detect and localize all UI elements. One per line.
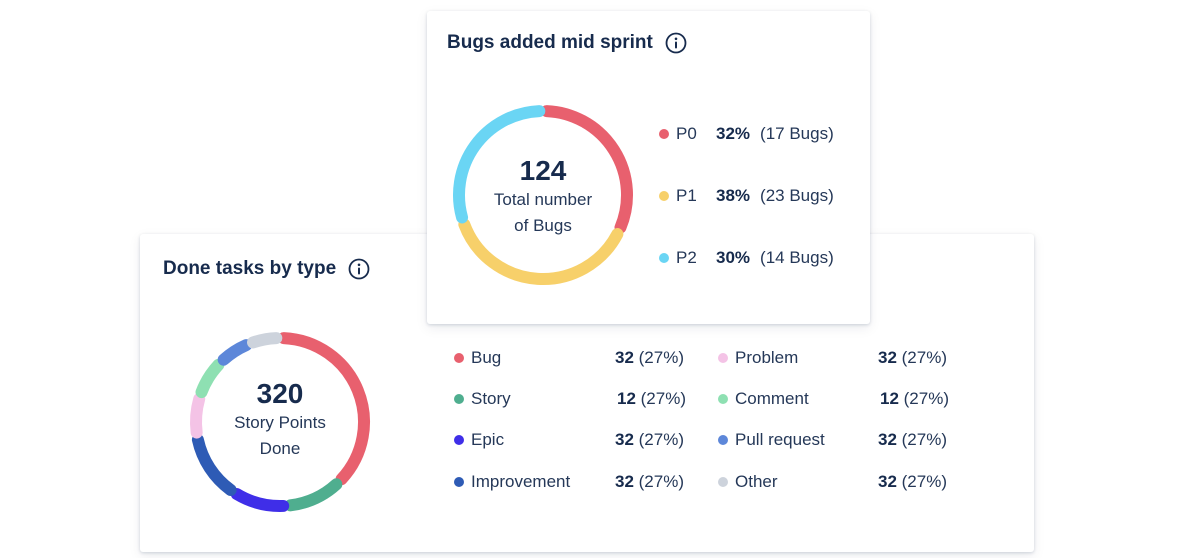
donut-bug-arc — [277, 332, 370, 486]
legend-dot — [718, 477, 728, 487]
legend-dot — [454, 435, 464, 445]
donut-pull-request-arc — [217, 339, 253, 366]
legend-dot — [454, 394, 464, 404]
legend-count: (23 Bugs) — [760, 186, 834, 205]
legend-count: (17 Bugs) — [760, 124, 834, 143]
legend-item-pull-request: Pull request — [718, 430, 825, 450]
legend-dot — [659, 129, 669, 139]
legend-label: P2 — [676, 248, 697, 267]
legend-item-bug: Bug — [454, 348, 501, 368]
legend-dot — [718, 353, 728, 363]
done-tasks-title: Done tasks by type — [163, 258, 337, 279]
story-points-total: 320 — [256, 378, 304, 409]
legend-value-pull-request: 32 (27%) — [878, 430, 947, 449]
legend-item-story: Story — [454, 389, 511, 409]
donut-story-arc — [284, 478, 343, 512]
legend-item-comment: Comment — [718, 389, 809, 409]
legend-value-story: 12 (27%) — [617, 389, 686, 408]
story-points-label-line1: Story Points — [234, 413, 326, 432]
legend-dot — [718, 435, 728, 445]
donut-p0-arc — [540, 105, 633, 234]
donut-p2-arc — [453, 105, 546, 224]
legend-value-comment: 12 (27%) — [880, 389, 949, 408]
legend-percent: 32% — [716, 124, 751, 143]
legend-dot — [659, 191, 669, 201]
legend-value-problem: 32 (27%) — [878, 348, 947, 367]
info-icon[interactable] — [348, 258, 370, 280]
bugs-total-label-line1: Total number — [493, 190, 593, 209]
legend-item-p0: P0 32% (17 Bugs) — [659, 124, 834, 144]
donut-epic-arc — [230, 488, 290, 512]
legend-item-epic: Epic — [454, 430, 504, 450]
legend-item-other: Other — [718, 472, 778, 492]
bugs-total-label-line2: of Bugs — [514, 216, 572, 235]
legend-percent: 30% — [716, 248, 751, 267]
legend-label: Story — [471, 389, 511, 408]
legend-label: Bug — [471, 348, 502, 367]
legend-label: Comment — [735, 389, 809, 408]
legend-item-improvement: Improvement — [454, 472, 570, 492]
legend-dot — [454, 353, 464, 363]
bugs-card-title: Bugs added mid sprint — [447, 32, 653, 53]
legend-value-bug: 32 (27%) — [615, 348, 684, 367]
donut-p1-arc — [458, 218, 624, 285]
legend-item-p1: P1 38% (23 Bugs) — [659, 186, 834, 206]
legend-value-other: 32 (27%) — [878, 472, 947, 491]
legend-dot — [659, 253, 669, 263]
legend-label: Other — [735, 472, 778, 491]
bugs-total-value: 124 — [519, 155, 567, 186]
info-icon[interactable] — [665, 32, 687, 54]
legend-label: Pull request — [735, 430, 825, 449]
donut-improvement-arc — [191, 433, 237, 496]
legend-value-epic: 32 (27%) — [615, 430, 684, 449]
legend-value-improvement: 32 (27%) — [615, 472, 684, 491]
story-points-label-line2: Done — [259, 439, 301, 458]
legend-item-p2: P2 30% (14 Bugs) — [659, 248, 834, 268]
done-donut-center: 320 Story Points Done — [205, 378, 355, 462]
bugs-donut-center: 124 Total number of Bugs — [468, 155, 618, 239]
legend-label: P0 — [676, 124, 697, 143]
legend-percent: 38% — [716, 186, 751, 205]
done-tasks-donut-chart — [190, 332, 370, 512]
legend-count: (14 Bugs) — [760, 248, 834, 267]
bugs-donut-chart — [453, 105, 633, 285]
legend-dot — [718, 394, 728, 404]
legend-item-problem: Problem — [718, 348, 798, 368]
bugs-added-mid-sprint-card: Bugs added mid sprint 124 Total number o… — [427, 11, 870, 324]
legend-label: P1 — [676, 186, 697, 205]
donut-problem-arc — [190, 393, 206, 439]
legend-label: Epic — [471, 430, 505, 449]
legend-label: Problem — [735, 348, 799, 367]
done-tasks-title-row: Done tasks by type — [163, 258, 370, 280]
bugs-card-title-row: Bugs added mid sprint — [447, 32, 687, 54]
legend-dot — [454, 477, 464, 487]
donut-comment-arc — [195, 358, 225, 399]
donut-other-arc — [247, 332, 283, 349]
legend-label: Improvement — [471, 472, 571, 491]
